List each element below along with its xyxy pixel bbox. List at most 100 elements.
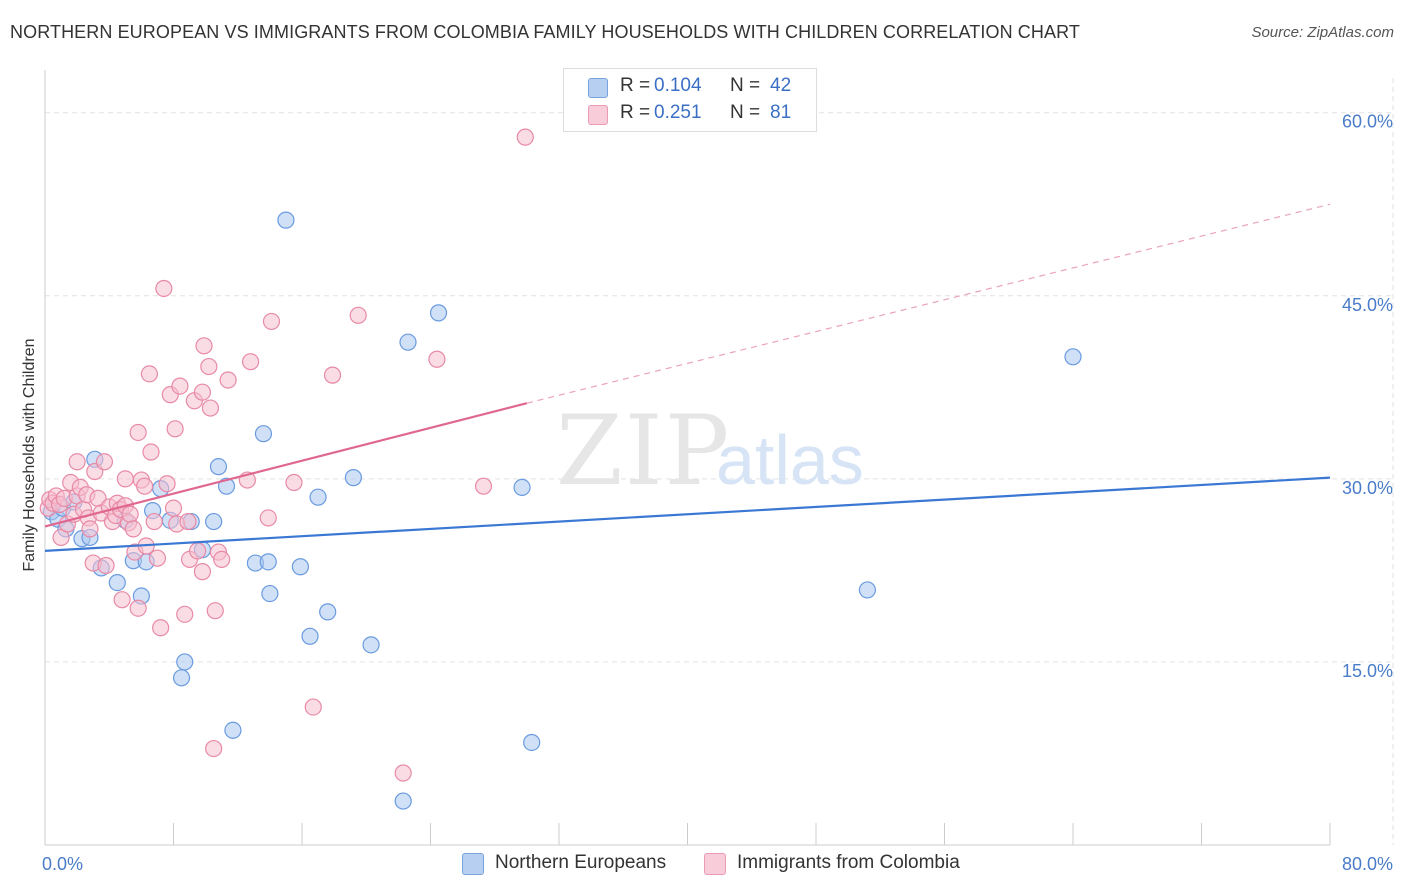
data-point (242, 353, 260, 371)
n-value: 81 (770, 102, 792, 123)
data-point (262, 312, 281, 331)
data-point (259, 553, 277, 571)
data-point (362, 636, 380, 654)
y-axis-label: Family Households with Children (21, 339, 38, 572)
x-tick-label: 0.0% (42, 854, 83, 874)
data-point (344, 469, 362, 487)
data-point (301, 627, 319, 645)
y-tick-label: 15.0% (1342, 661, 1393, 681)
data-point (140, 365, 159, 383)
data-point (158, 475, 176, 493)
data-point (113, 591, 131, 609)
data-point (285, 473, 303, 492)
x-tick-labels: 0.0% 80.0% (42, 854, 1393, 874)
data-point (116, 470, 134, 488)
n-label: N = (730, 102, 761, 123)
data-point (858, 581, 877, 599)
data-point (206, 602, 224, 620)
n-value: 42 (770, 75, 792, 96)
watermark-atlas: atlas (716, 421, 864, 499)
data-point (129, 423, 147, 442)
x-tick-label: 80.0% (1342, 854, 1393, 874)
series-northern-europeans (42, 211, 1082, 810)
data-point (148, 549, 167, 567)
r-value: 0.251 (654, 102, 702, 123)
trend-line-northern-europeans (44, 476, 1331, 552)
data-point (121, 505, 139, 523)
y-tick-label: 60.0% (1342, 112, 1393, 132)
r-label: R = (620, 102, 651, 123)
data-point (429, 304, 448, 322)
data-point (172, 669, 191, 687)
trend-line-extension-immigrants-from-colombia (526, 203, 1331, 404)
data-point (205, 739, 223, 758)
data-point (277, 211, 295, 229)
data-point (176, 653, 194, 671)
watermark: ZIP atlas (556, 395, 864, 507)
stats-legend: R = 0.104 N = 42 R = 0.251 N = 81 (563, 68, 817, 132)
data-point (304, 698, 322, 716)
data-point (399, 333, 417, 351)
legend-label-immigrants-from-colombia: Immigrants from Colombia (737, 852, 960, 873)
data-point (219, 371, 237, 389)
legend-label-northern-europeans: Northern Europeans (495, 852, 667, 873)
series-immigrants-from-colombia (39, 128, 534, 782)
data-point (513, 478, 531, 497)
data-point (155, 279, 173, 298)
data-point (254, 425, 273, 443)
data-point (176, 605, 194, 623)
data-point (323, 366, 342, 384)
data-point (124, 520, 142, 538)
data-point (394, 792, 412, 810)
stats-swatch-northern-europeans (588, 78, 608, 98)
data-point (309, 488, 327, 506)
data-point (95, 453, 114, 471)
data-point (201, 399, 220, 417)
r-value: 0.104 (654, 75, 702, 96)
gridlines (45, 78, 1394, 845)
source-credit: Source: ZipAtlas.com (1251, 24, 1394, 41)
data-point (193, 563, 212, 581)
y-tick-labels: 15.0% 30.0% 45.0% 60.0% (1342, 112, 1393, 681)
data-point (142, 443, 160, 461)
data-point (135, 477, 154, 495)
y-tick-label: 45.0% (1342, 295, 1393, 315)
n-label: N = (730, 75, 761, 96)
data-point (152, 619, 170, 637)
legend-swatch-immigrants-from-colombia (704, 853, 726, 875)
chart-title: NORTHERN EUROPEAN VS IMMIGRANTS FROM COL… (10, 22, 1080, 42)
axes (44, 70, 1331, 846)
data-point (259, 509, 277, 527)
data-point (349, 306, 367, 324)
watermark-zip: ZIP (556, 395, 731, 507)
data-point (205, 512, 223, 531)
data-point (108, 573, 126, 592)
stats-swatch-immigrants-from-colombia (588, 105, 608, 125)
data-point (166, 420, 184, 438)
data-point (291, 558, 309, 576)
data-point (428, 350, 446, 368)
data-point (213, 550, 231, 569)
data-point (1064, 348, 1082, 366)
data-point (97, 556, 115, 575)
trend-lines (44, 203, 1331, 552)
data-point (523, 733, 541, 752)
data-point (394, 764, 412, 782)
data-point (164, 499, 183, 517)
data-point (224, 721, 242, 739)
data-point (261, 584, 279, 603)
r-label: R = (620, 75, 651, 96)
data-point (68, 453, 86, 471)
data-point (129, 599, 147, 617)
data-point (209, 458, 228, 476)
data-point (188, 542, 207, 560)
data-point (516, 128, 534, 146)
data-point (179, 512, 197, 531)
trend-line-immigrants-from-colombia (44, 402, 528, 528)
data-point (193, 383, 212, 401)
data-point (200, 357, 218, 376)
legend-swatch-northern-europeans (462, 853, 484, 875)
y-tick-label: 30.0% (1342, 478, 1393, 498)
data-point (195, 337, 213, 355)
